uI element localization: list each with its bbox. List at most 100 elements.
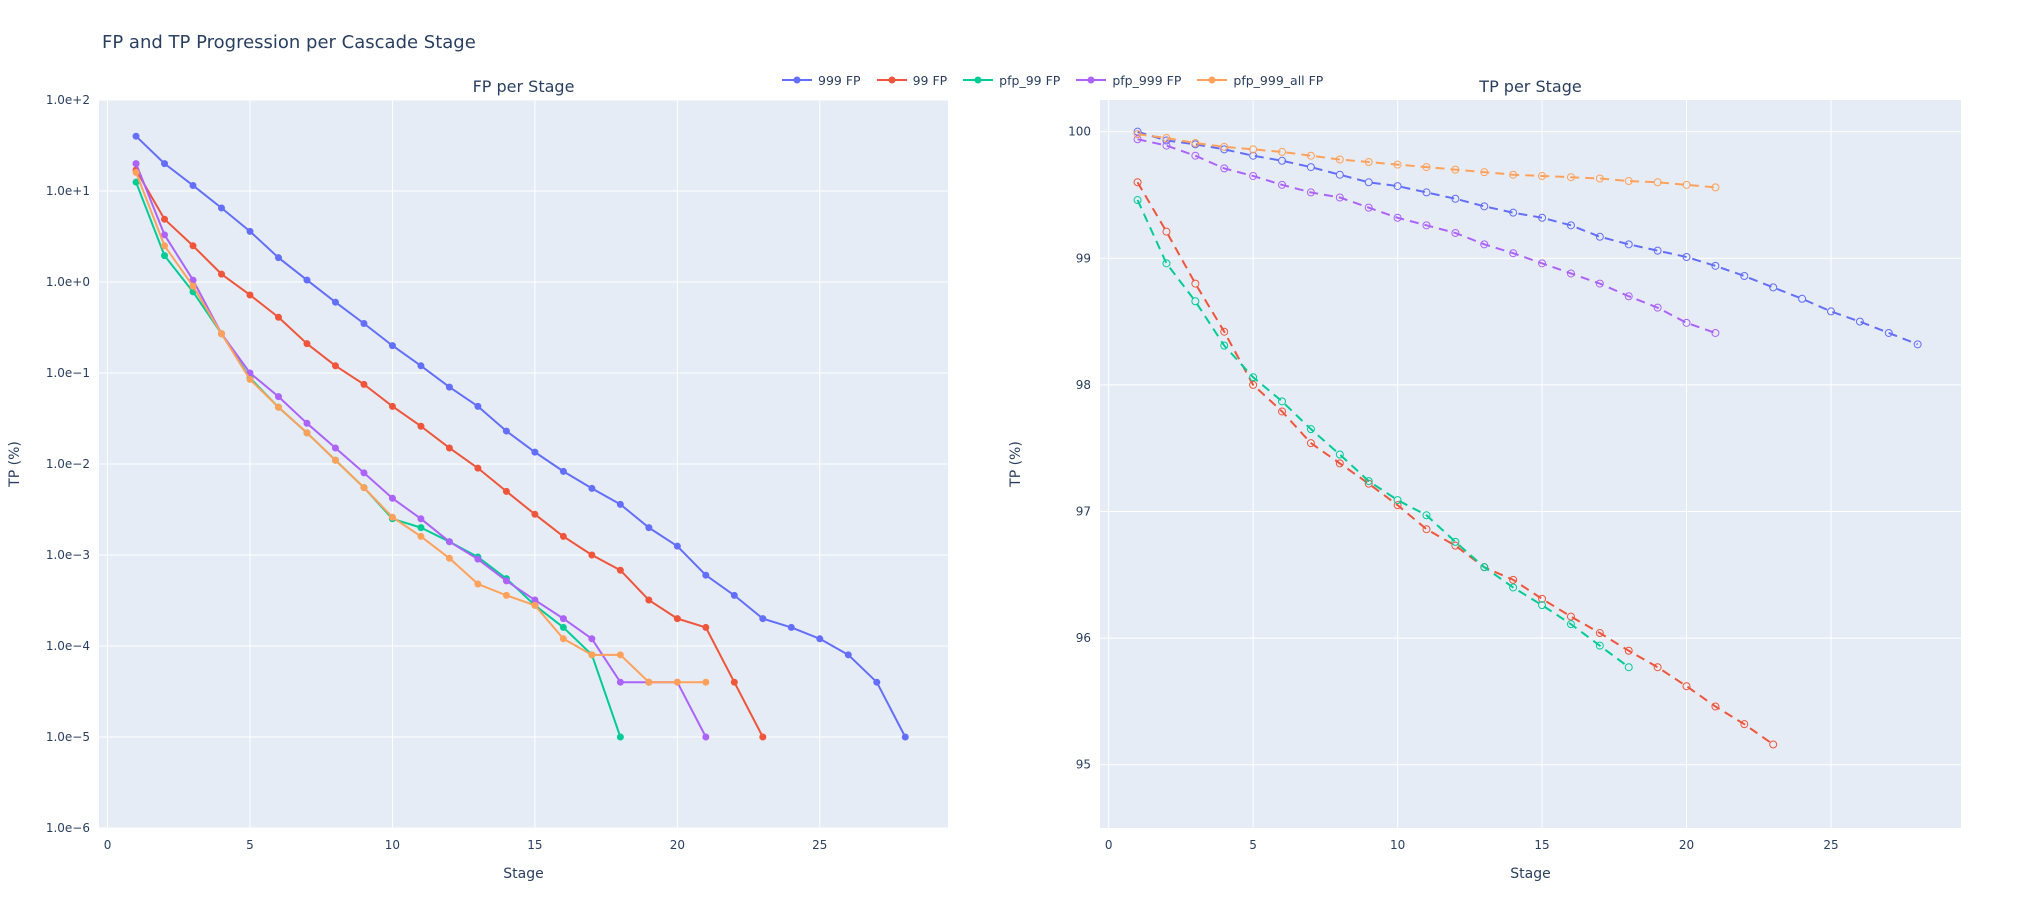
data-point-series-1 <box>1191 140 1200 149</box>
data-point-series-1 <box>1624 240 1633 249</box>
data-point-999-fp <box>417 362 425 370</box>
data-point-series-1 <box>1335 170 1344 179</box>
data-point-series-1 <box>1826 307 1835 316</box>
series-line-pfp-999-all-fp <box>135 172 706 684</box>
data-point-series-1 <box>1509 208 1518 217</box>
series-line-series-5 <box>1137 133 1716 189</box>
data-point-series-4 <box>1451 228 1460 237</box>
data-point-pfp-999-all-fp <box>331 456 339 464</box>
data-point-99-fp <box>759 733 767 741</box>
series-series-5 <box>1133 130 1720 192</box>
data-point-series-3 <box>1422 511 1431 520</box>
data-point-series-5 <box>1162 133 1171 142</box>
data-point-999-fp <box>531 448 539 456</box>
x-tick-label: 10 <box>1390 838 1405 852</box>
data-point-series-2 <box>1711 702 1720 711</box>
data-point-series-1 <box>1393 182 1402 191</box>
data-point-pfp-999-fp <box>132 160 140 168</box>
data-point-999-fp <box>474 402 482 410</box>
data-point-series-3 <box>1162 259 1171 268</box>
x-tick-label: 10 <box>385 838 400 852</box>
legend-item-pfp-999-fp[interactable]: pfp_999 FP <box>1074 73 1181 88</box>
data-point-series-4 <box>1335 193 1344 202</box>
data-point-999-fp <box>189 181 197 189</box>
data-point-series-2 <box>1451 541 1460 550</box>
data-point-pfp-99-fp <box>474 553 482 561</box>
legend-item-pfp-999-all-fp[interactable]: pfp_999_all FP <box>1195 73 1323 88</box>
series-line-series-1 <box>1137 130 1919 346</box>
data-point-series-4 <box>1162 141 1171 150</box>
legend-item-pfp-99-fp[interactable]: pfp_99 FP <box>961 73 1060 88</box>
y-tick-label: 98 <box>1076 378 1091 392</box>
data-point-series-3 <box>1595 641 1604 650</box>
data-point-pfp-999-fp <box>588 635 596 643</box>
data-point-series-1 <box>1480 202 1489 211</box>
data-point-pfp-99-fp <box>559 623 567 631</box>
data-point-999-fp <box>274 254 282 262</box>
data-point-series-1 <box>1884 328 1893 337</box>
series-line-999-fp <box>135 135 907 738</box>
legend-label-pfp-99-fp: pfp_99 FP <box>999 72 1061 88</box>
data-point-series-1 <box>1306 163 1315 172</box>
data-point-pfp-999-all-fp <box>218 330 226 338</box>
data-point-pfp-999-all-fp <box>588 651 596 659</box>
data-point-999-fp <box>673 542 681 550</box>
data-point-series-3 <box>1306 425 1315 434</box>
data-point-pfp-99-fp <box>616 733 624 741</box>
legend-swatch-99-fp <box>876 76 907 84</box>
y-axis-label: TP (%) <box>1008 441 1024 488</box>
data-point-pfp-99-fp <box>360 484 368 492</box>
data-point-99-fp <box>502 487 510 495</box>
data-point-999-fp <box>388 342 396 350</box>
data-point-pfp-999-fp <box>246 369 254 377</box>
data-point-pfp-999-all-fp <box>616 651 624 659</box>
data-point-series-1 <box>1364 178 1373 187</box>
data-point-pfp-99-fp <box>161 252 169 260</box>
data-point-series-4 <box>1393 213 1402 222</box>
data-point-series-5 <box>1451 165 1460 174</box>
legend-item-999-fp[interactable]: 999 FP <box>780 73 861 88</box>
x-tick-label: 0 <box>104 838 112 852</box>
data-point-pfp-999-fp <box>559 615 567 623</box>
x-axis-label: Stage <box>503 866 543 882</box>
data-point-pfp-999-fp <box>417 515 425 523</box>
data-point-series-4 <box>1364 203 1373 212</box>
data-point-series-4 <box>1682 318 1691 327</box>
data-point-999-fp <box>759 615 767 623</box>
data-point-99-fp <box>616 566 624 574</box>
legend-label-pfp-999-all-fp: pfp_999_all FP <box>1233 72 1324 88</box>
data-point-pfp-999-all-fp <box>445 554 453 562</box>
data-point-pfp-999-fp <box>331 444 339 452</box>
data-point-pfp-99-fp <box>218 330 226 338</box>
data-point-series-5 <box>1509 170 1518 179</box>
data-point-99-fp <box>445 444 453 452</box>
data-point-series-3 <box>1451 537 1460 546</box>
data-point-pfp-999-all-fp <box>417 532 425 540</box>
series-99-fp <box>132 166 767 741</box>
y-tick-label: 1.0e−2 <box>46 457 90 471</box>
data-point-pfp-999-fp <box>616 678 624 686</box>
data-point-pfp-999-fp <box>445 538 453 546</box>
data-point-series-2 <box>1769 740 1778 749</box>
data-point-pfp-999-fp <box>702 733 710 741</box>
data-point-series-4 <box>1133 135 1142 144</box>
data-point-999-fp <box>132 132 140 140</box>
legend-swatch-999-fp <box>782 76 812 84</box>
data-point-series-4 <box>1653 303 1662 312</box>
legend-item-99-fp[interactable]: 99 FP <box>875 73 947 88</box>
figure-title: FP and TP Progression per Cascade Stage <box>102 32 476 53</box>
legend-swatch-pfp-999-fp <box>1076 76 1107 84</box>
data-point-series-4 <box>1595 279 1604 288</box>
data-point-series-5 <box>1364 158 1373 167</box>
data-point-series-3 <box>1566 620 1575 629</box>
data-point-series-1 <box>1249 151 1258 160</box>
data-point-999-fp <box>360 319 368 327</box>
y-tick-label: 1.0e−6 <box>46 821 90 835</box>
data-point-pfp-999-all-fp <box>303 429 311 437</box>
data-point-series-4 <box>1249 171 1258 180</box>
data-point-series-2 <box>1306 439 1315 448</box>
series-line-pfp-99-fp <box>135 181 622 738</box>
data-point-pfp-99-fp <box>246 374 254 382</box>
data-point-series-1 <box>1451 194 1460 203</box>
